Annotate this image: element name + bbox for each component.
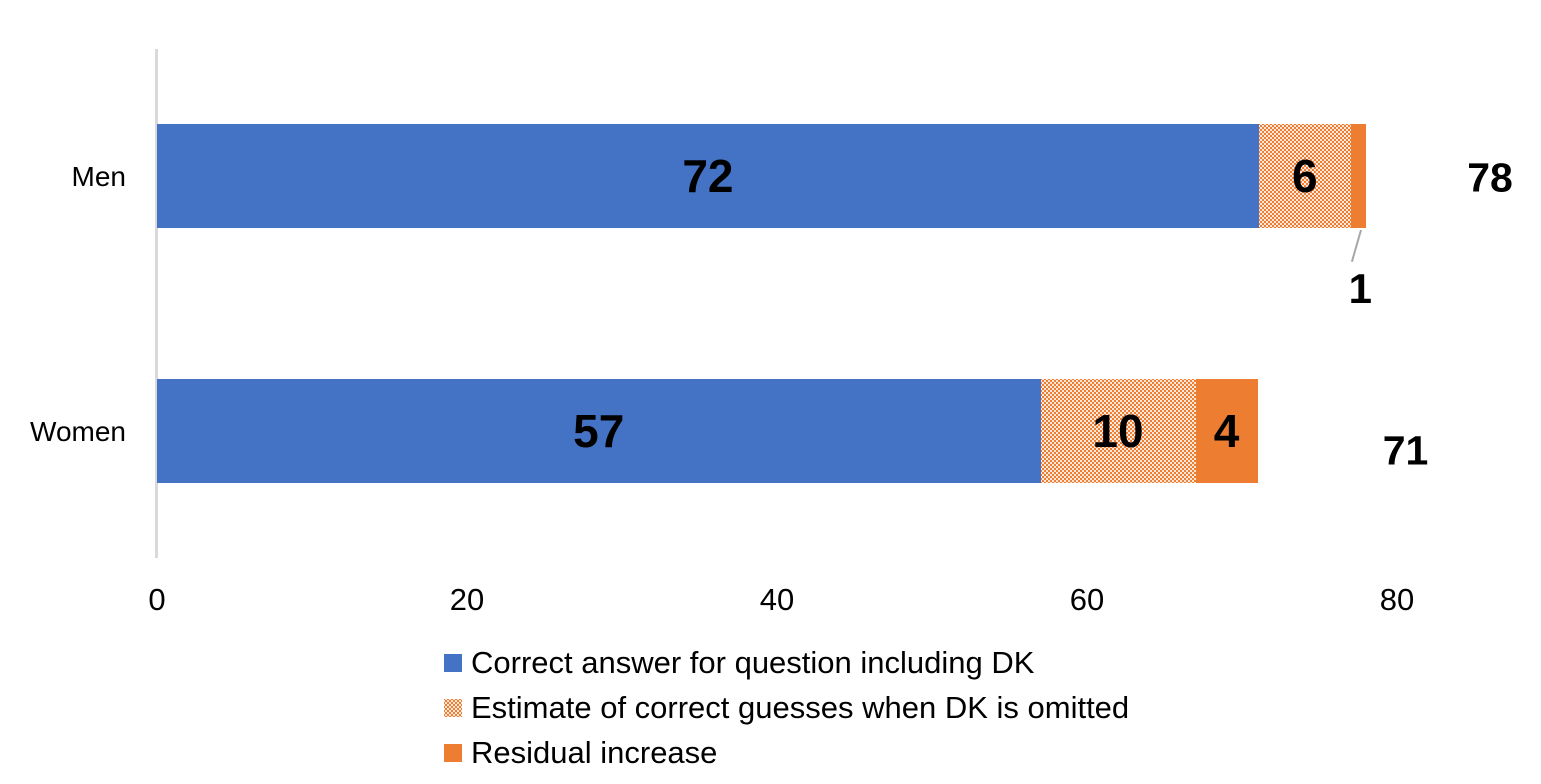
- x-axis-tick-label: 20: [449, 582, 485, 617]
- x-axis-tick-label: 80: [1379, 582, 1415, 617]
- data-label: 10: [1092, 405, 1144, 457]
- legend-item: Estimate of correct guesses when DK is o…: [444, 685, 1129, 730]
- total-label: 78: [1467, 154, 1513, 201]
- bar-segment: 10: [1040, 379, 1196, 483]
- legend-label: Correct answer for question including DK: [471, 644, 1035, 680]
- x-axis-tick-label: 0: [148, 582, 166, 617]
- legend-swatch-icon: [444, 698, 462, 717]
- legend: Correct answer for question including DK…: [444, 640, 1129, 775]
- bar-segment: 4: [1195, 379, 1258, 483]
- leader-line: [1351, 229, 1363, 262]
- total-label: 71: [1382, 427, 1429, 474]
- bar-segment: [1350, 124, 1366, 228]
- callout-data-label: 1: [1348, 265, 1373, 312]
- data-label: 4: [1213, 405, 1240, 457]
- legend-swatch-icon: [444, 653, 462, 672]
- data-label: 72: [682, 150, 734, 202]
- legend-label: Residual increase: [471, 734, 718, 770]
- bar-segment: 72: [157, 124, 1259, 228]
- bar-segment: 6: [1258, 124, 1351, 228]
- data-label: 6: [1291, 150, 1318, 202]
- x-axis-tick-label: 40: [759, 582, 795, 617]
- legend-item: Correct answer for question including DK: [444, 640, 1129, 685]
- category-label: Women: [30, 416, 126, 447]
- category-label: Men: [71, 161, 126, 192]
- legend-label: Estimate of correct guesses when DK is o…: [471, 689, 1130, 725]
- bar-segment: 57: [157, 379, 1041, 483]
- y-axis-line: [155, 49, 158, 558]
- x-axis-tick-label: 60: [1069, 582, 1105, 617]
- legend-swatch-icon: [444, 743, 462, 762]
- legend-item: Residual increase: [444, 730, 1129, 775]
- data-label: 57: [573, 405, 625, 457]
